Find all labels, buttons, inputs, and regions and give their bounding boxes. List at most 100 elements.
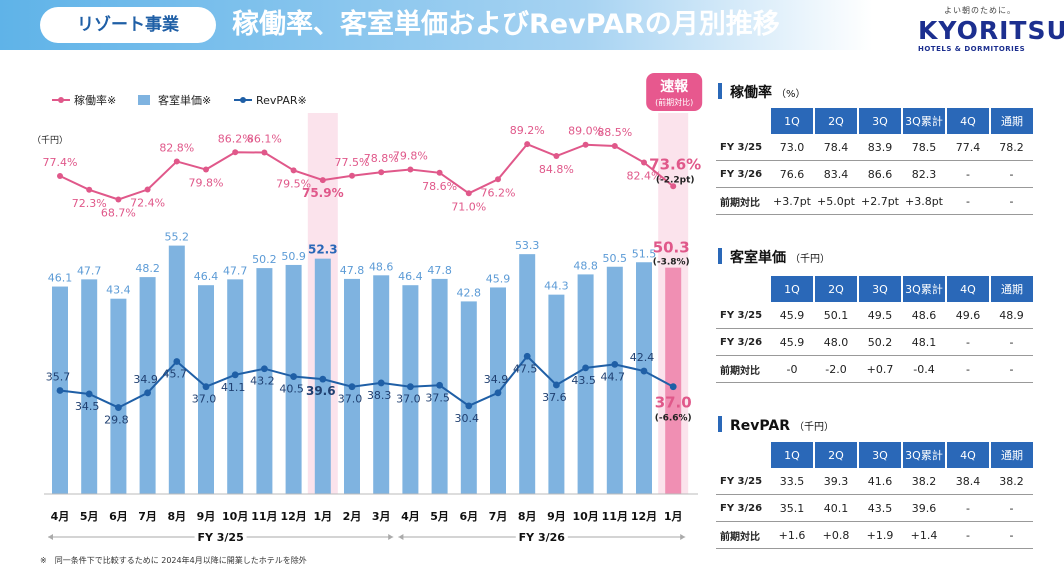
revpar-point bbox=[407, 383, 414, 391]
price-label: 52.3 bbox=[308, 243, 338, 257]
revpar-point bbox=[523, 352, 531, 360]
preliminary-sub: (前期対比) bbox=[655, 97, 693, 107]
x-tick-label: 10月 bbox=[572, 510, 598, 523]
occupancy-point bbox=[611, 143, 618, 150]
corner-cell bbox=[716, 108, 770, 134]
table-unit: （%） bbox=[776, 89, 806, 100]
price-label: 45.9 bbox=[486, 272, 511, 285]
revpar-point bbox=[202, 383, 210, 391]
revpar-point bbox=[144, 389, 152, 397]
col-header: 4Q bbox=[945, 276, 990, 302]
revpar-point bbox=[640, 367, 648, 375]
table-cell: - bbox=[990, 521, 1033, 549]
col-header: 1Q bbox=[769, 442, 814, 468]
table-title-text: 客室単価 bbox=[730, 250, 786, 266]
table-cell: 86.6 bbox=[858, 160, 902, 188]
occupancy-label: 86.2% bbox=[218, 132, 253, 145]
price-label: 53.3 bbox=[515, 239, 540, 252]
revpar-change: (-6.6%) bbox=[655, 414, 692, 424]
revpar-line bbox=[59, 354, 674, 409]
revpar-point bbox=[290, 373, 297, 380]
revpar-point bbox=[436, 381, 443, 389]
revpar-label: 34.9 bbox=[133, 373, 158, 386]
legend-label: 客室単価※ bbox=[158, 93, 211, 107]
revpar-label: 38.3 bbox=[367, 389, 392, 402]
preliminary-badge bbox=[646, 73, 703, 111]
revpar-label: 41.1 bbox=[221, 381, 246, 394]
table-cell: - bbox=[946, 521, 990, 549]
table-cell: 41.6 bbox=[858, 468, 902, 495]
revpar-label: 44.7 bbox=[601, 370, 626, 383]
x-tick-label: 5月 bbox=[430, 510, 449, 523]
occupancy-label: 77.5% bbox=[335, 156, 370, 169]
occupancy-label: 79.8% bbox=[393, 150, 428, 163]
col-header: 2Q bbox=[813, 108, 858, 134]
occupancy-table: 1Q 2Q 3Q 3Q累計 4Q 通期 FY 3/25 73.0 78.4 83.9 78.5 77.… bbox=[716, 108, 1033, 215]
revpar-point bbox=[261, 365, 268, 373]
occupancy-point bbox=[290, 167, 297, 174]
revpar-label: 43.5 bbox=[571, 374, 596, 387]
legend-marker bbox=[240, 97, 246, 103]
table-cell: 33.5 bbox=[770, 468, 814, 495]
table-cell: +3.7pt bbox=[770, 187, 814, 215]
table-cell: 43.5 bbox=[858, 494, 902, 522]
table-cell: 50.2 bbox=[858, 328, 902, 356]
price-change: (-3.8%) bbox=[653, 258, 690, 268]
revpar-point bbox=[582, 364, 589, 372]
revpar-label: 43.2 bbox=[250, 375, 275, 388]
bar bbox=[139, 277, 156, 494]
table-cell: +2.7pt bbox=[858, 187, 902, 215]
occupancy-label: 82.8% bbox=[159, 141, 194, 154]
row-label: FY 3/25 bbox=[716, 302, 770, 329]
revpar-point bbox=[465, 402, 473, 410]
occupancy-label: 79.8% bbox=[189, 177, 224, 190]
revpar-point bbox=[494, 389, 502, 397]
occupancy-label: 72.4% bbox=[130, 197, 165, 210]
table-unit: （千円） bbox=[794, 422, 834, 433]
x-tick-label: 8月 bbox=[167, 510, 186, 523]
x-tick-label: 6月 bbox=[109, 510, 128, 523]
table-cell: 39.6 bbox=[902, 494, 946, 522]
occupancy-label: 86.1% bbox=[247, 133, 282, 146]
legend-marker bbox=[58, 97, 64, 103]
row-label: FY 3/25 bbox=[716, 468, 770, 495]
header-banner: リゾート事業 稼働率、客室単価およびRevPARの月別推移 bbox=[0, 0, 1064, 50]
table-cell: 38.4 bbox=[946, 468, 990, 495]
price-label: 42.8 bbox=[457, 286, 482, 299]
x-tick-label: 9月 bbox=[547, 510, 566, 523]
revpar-point bbox=[319, 375, 327, 383]
price-label: 51.5 bbox=[632, 247, 657, 260]
revpar-point bbox=[669, 383, 677, 391]
revpar-table: 1Q 2Q 3Q 3Q累計 4Q 通期 FY 3/25 33.5 39.3 41.6 38.2 38.… bbox=[716, 442, 1033, 549]
occupancy-point bbox=[173, 158, 180, 165]
occupancy-point bbox=[378, 169, 385, 176]
col-header: 通期 bbox=[989, 276, 1033, 302]
occupancy-label: 77.4% bbox=[43, 156, 78, 169]
x-tick-label: 1月 bbox=[664, 510, 683, 523]
revpar-point bbox=[231, 371, 239, 379]
table-cell: 45.9 bbox=[770, 302, 814, 329]
occupancy-point bbox=[232, 149, 239, 156]
table-cell: 45.9 bbox=[770, 328, 814, 356]
occupancy-label: 89.2% bbox=[510, 124, 545, 137]
col-header: 2Q bbox=[813, 276, 858, 302]
table-row: 前期対比 -0 -2.0 +0.7 -0.4- - bbox=[716, 355, 1033, 383]
x-tick-label: 11月 bbox=[251, 510, 277, 523]
occupancy-change: (-2.2pt) bbox=[656, 175, 695, 185]
bar bbox=[577, 274, 594, 494]
table-cell: - bbox=[990, 160, 1033, 188]
table-cell: - bbox=[990, 187, 1033, 215]
title-accent-bar bbox=[718, 416, 722, 432]
price-label: 50.5 bbox=[603, 252, 628, 265]
occupancy-label: 84.8% bbox=[539, 163, 574, 176]
revpar-point bbox=[377, 379, 385, 387]
x-tick-label: 5月 bbox=[80, 510, 99, 523]
table-row: FY 3/26 76.6 83.4 86.6 82.3- - bbox=[716, 160, 1033, 188]
row-label: FY 3/26 bbox=[716, 494, 770, 522]
logo-subtitle: HOTELS & DORMITORIES bbox=[918, 45, 1026, 53]
revpar-label: 37.0 bbox=[338, 393, 363, 406]
table-cell: 39.3 bbox=[814, 468, 858, 495]
table-cell: - bbox=[946, 187, 990, 215]
price-label: 43.4 bbox=[106, 284, 131, 297]
table-row: FY 3/25 45.9 50.1 49.5 48.6 49.6 48.9 bbox=[716, 302, 1033, 329]
